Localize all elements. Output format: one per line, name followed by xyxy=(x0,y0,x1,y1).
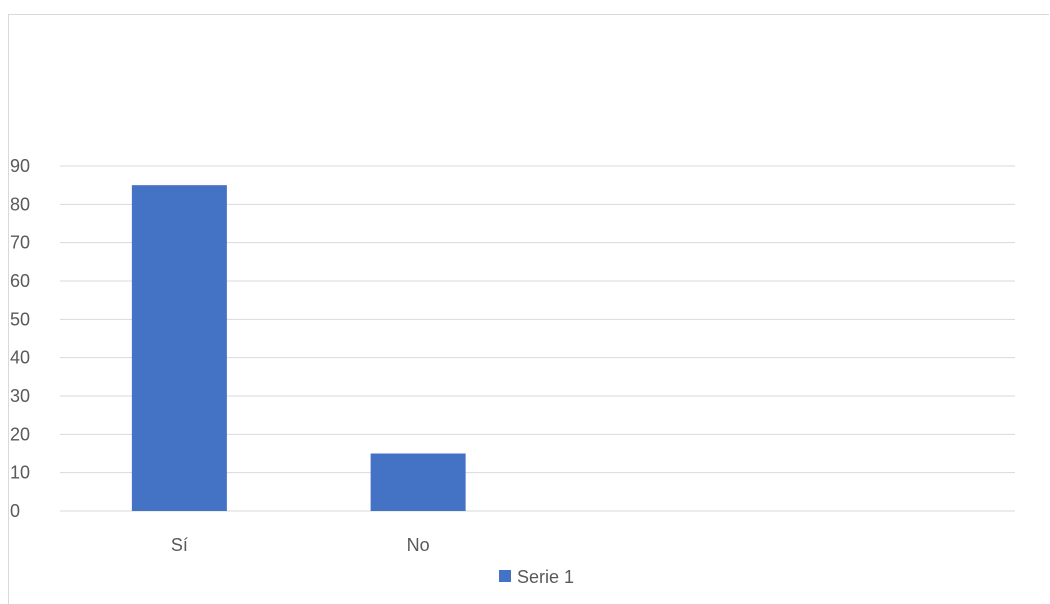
y-tick-label: 0 xyxy=(10,501,20,521)
y-tick-label: 80 xyxy=(10,194,30,214)
legend[interactable]: Serie 1 xyxy=(499,567,574,587)
y-tick-label: 60 xyxy=(10,271,30,291)
bars xyxy=(131,185,466,512)
y-tick-label: 90 xyxy=(10,156,30,176)
gridlines xyxy=(60,165,1015,512)
y-tick-label: 30 xyxy=(10,386,30,406)
bar-1[interactable] xyxy=(131,185,227,511)
chart-frame xyxy=(8,14,1049,604)
y-tick-label: 20 xyxy=(10,424,30,444)
legend-swatch xyxy=(499,570,511,582)
bar-2[interactable] xyxy=(370,453,466,512)
y-axis-tick-labels: 0 10 20 30 40 50 60 70 80 90 xyxy=(10,156,30,521)
y-tick-label: 10 xyxy=(10,463,30,483)
y-tick-label: 40 xyxy=(10,348,30,368)
x-tick-label: Sí xyxy=(171,535,188,555)
y-tick-label: 70 xyxy=(10,233,30,253)
x-tick-label: No xyxy=(407,535,430,555)
y-tick-label: 50 xyxy=(10,309,30,329)
legend-label: Serie 1 xyxy=(517,567,574,587)
x-axis-tick-labels: Sí No xyxy=(171,535,430,555)
